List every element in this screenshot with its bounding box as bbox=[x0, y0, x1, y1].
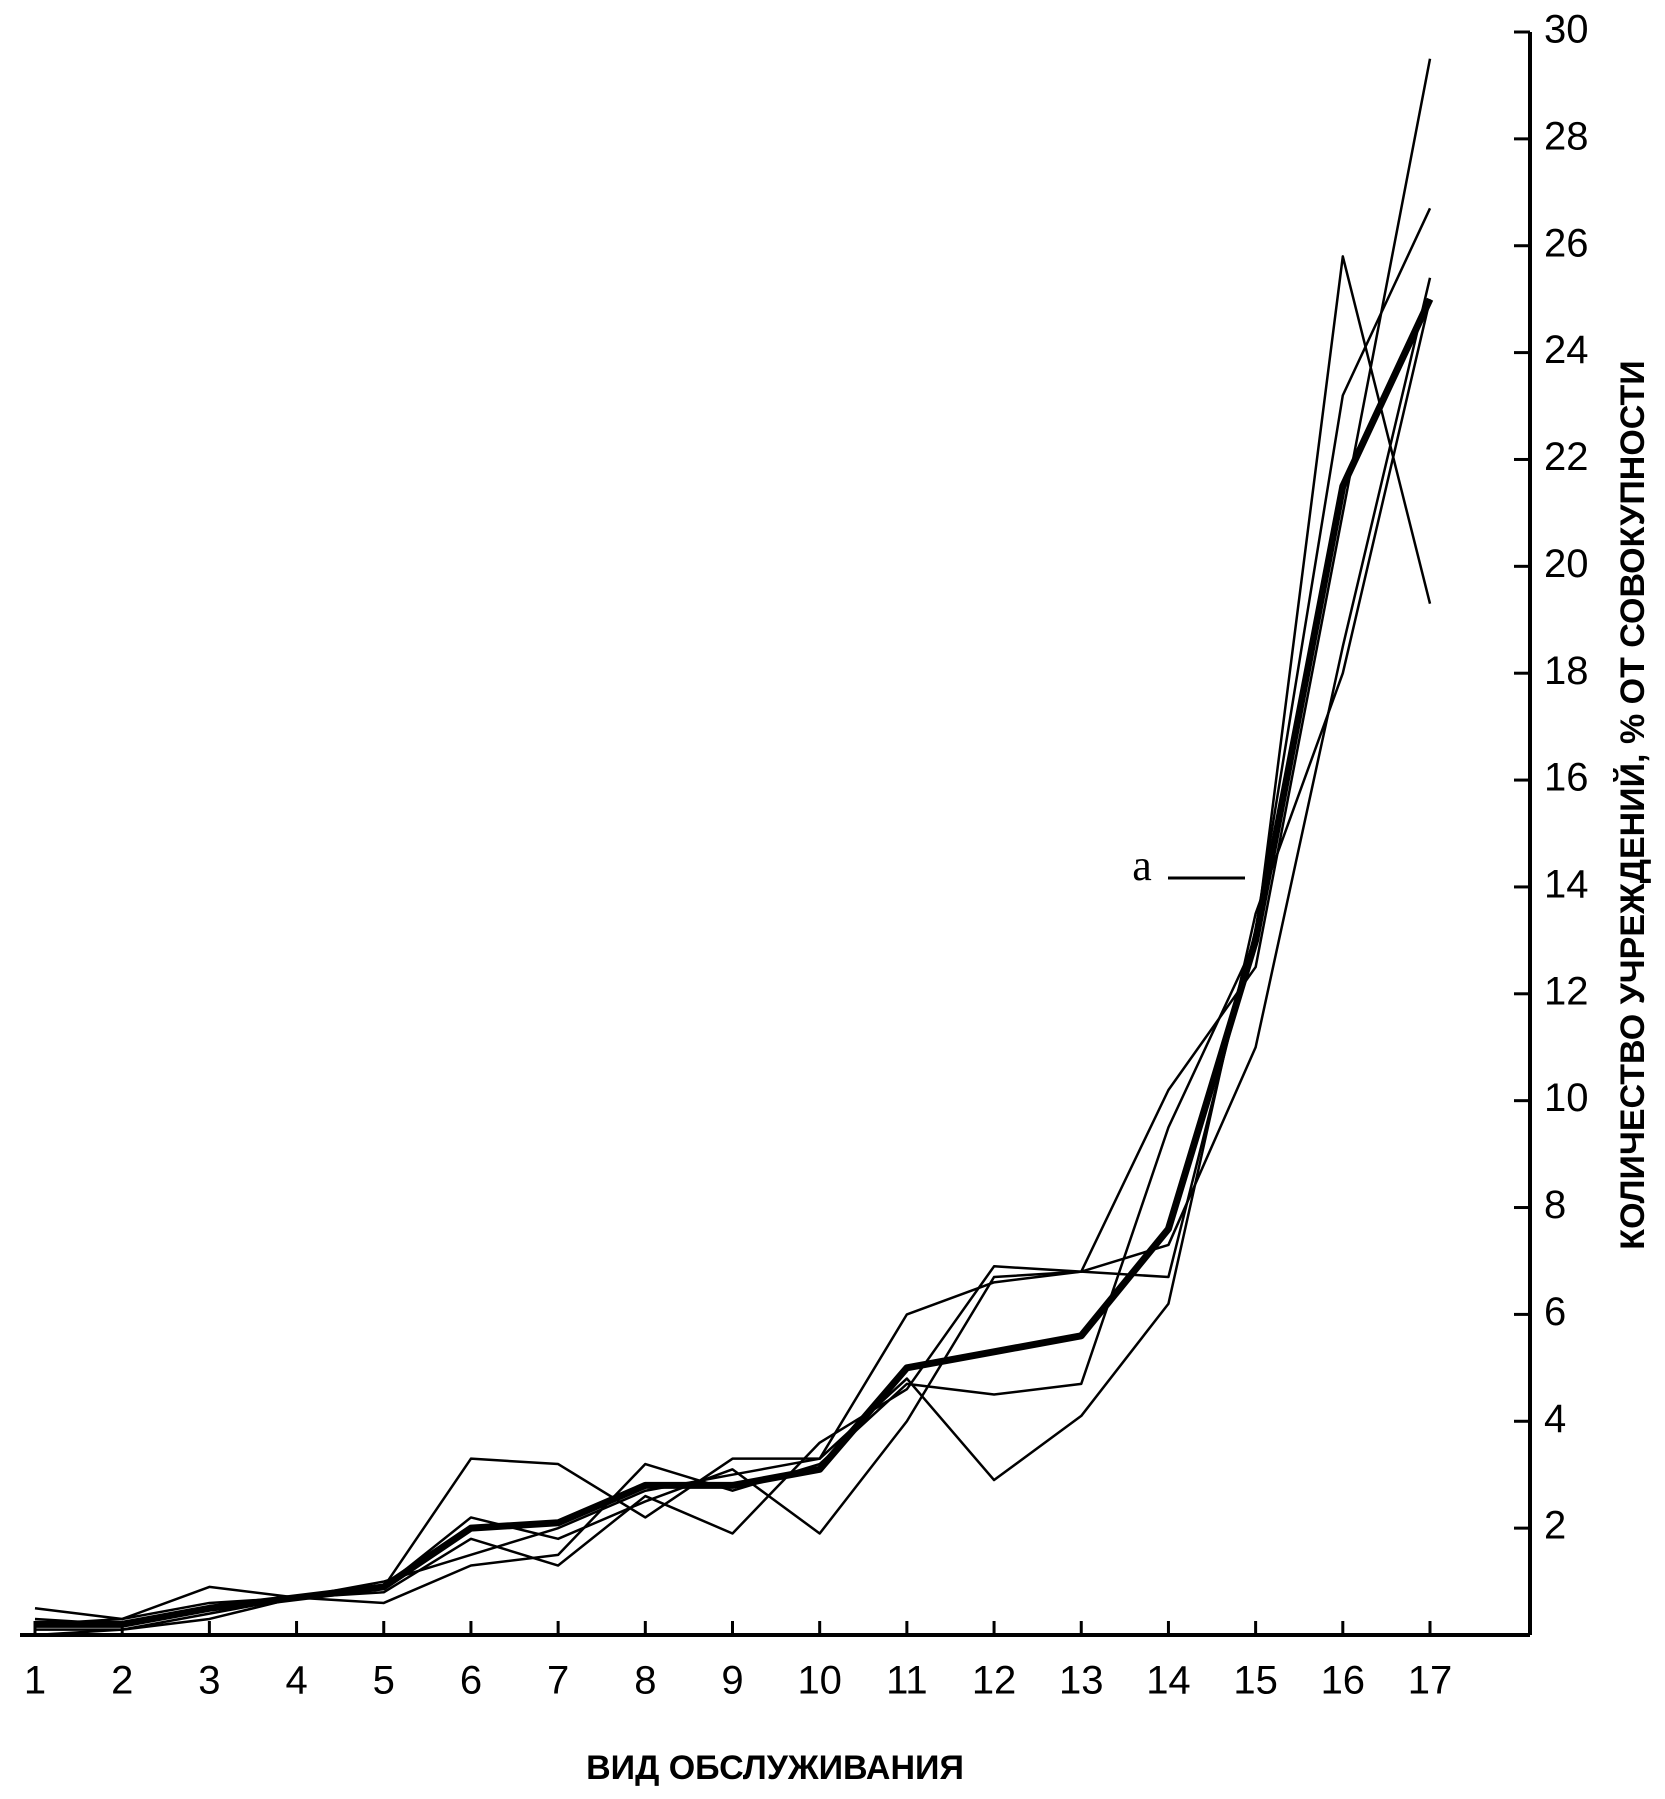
x-tick-label: 14 bbox=[1146, 1659, 1191, 1703]
x-tick-label: 12 bbox=[972, 1659, 1017, 1703]
x-tick-label: 17 bbox=[1408, 1659, 1453, 1703]
x-tick-label: 7 bbox=[547, 1659, 569, 1703]
y-tick-label: 26 bbox=[1544, 221, 1589, 265]
y-tick-label: 28 bbox=[1544, 114, 1589, 158]
y-tick-label: 20 bbox=[1544, 542, 1589, 586]
x-axis-title: ВИД ОБСЛУЖИВАНИЯ bbox=[586, 1749, 964, 1787]
x-tick-label: 9 bbox=[721, 1659, 743, 1703]
y-tick-label: 16 bbox=[1544, 756, 1589, 800]
series-line bbox=[34, 277, 1432, 1637]
y-tick-label: 8 bbox=[1544, 1183, 1566, 1227]
x-tick-label: 5 bbox=[373, 1659, 395, 1703]
y-tick-label: 12 bbox=[1544, 969, 1589, 1013]
x-tick-label: 15 bbox=[1233, 1659, 1278, 1703]
x-tick-label: 10 bbox=[797, 1659, 842, 1703]
y-axis-title: КОЛИЧЕСТВО УЧРЕЖДЕНИЙ, % ОТ СОВОКУПНОСТИ bbox=[1613, 360, 1652, 1249]
x-tick-label: 4 bbox=[285, 1659, 307, 1703]
x-tick-label: 6 bbox=[460, 1659, 482, 1703]
x-tick-label: 8 bbox=[634, 1659, 656, 1703]
y-tick-label: 10 bbox=[1544, 1076, 1589, 1120]
x-tick-label: 11 bbox=[886, 1659, 928, 1703]
x-tick-label: 13 bbox=[1059, 1659, 1104, 1703]
y-tick-label: 14 bbox=[1544, 862, 1589, 906]
y-tick-label: 24 bbox=[1544, 328, 1589, 372]
series-line bbox=[34, 207, 1432, 1626]
y-tick-label: 30 bbox=[1544, 8, 1589, 52]
x-tick-label: 2 bbox=[111, 1659, 133, 1703]
y-tick-label: 4 bbox=[1544, 1397, 1566, 1441]
series-line bbox=[35, 297, 1434, 1628]
x-tick-label: 1 bbox=[24, 1659, 46, 1703]
annotation: а bbox=[1132, 841, 1152, 890]
x-tick-label: 3 bbox=[198, 1659, 220, 1703]
y-tick-label: 18 bbox=[1544, 649, 1589, 693]
y-tick-label: 22 bbox=[1544, 435, 1589, 479]
x-tick-label: 16 bbox=[1321, 1659, 1366, 1703]
series-line bbox=[34, 58, 1432, 1621]
y-tick-label: 6 bbox=[1544, 1290, 1566, 1334]
series-line bbox=[35, 255, 1432, 1631]
series-line bbox=[34, 298, 1432, 1626]
y-tick-label: 2 bbox=[1544, 1504, 1566, 1548]
